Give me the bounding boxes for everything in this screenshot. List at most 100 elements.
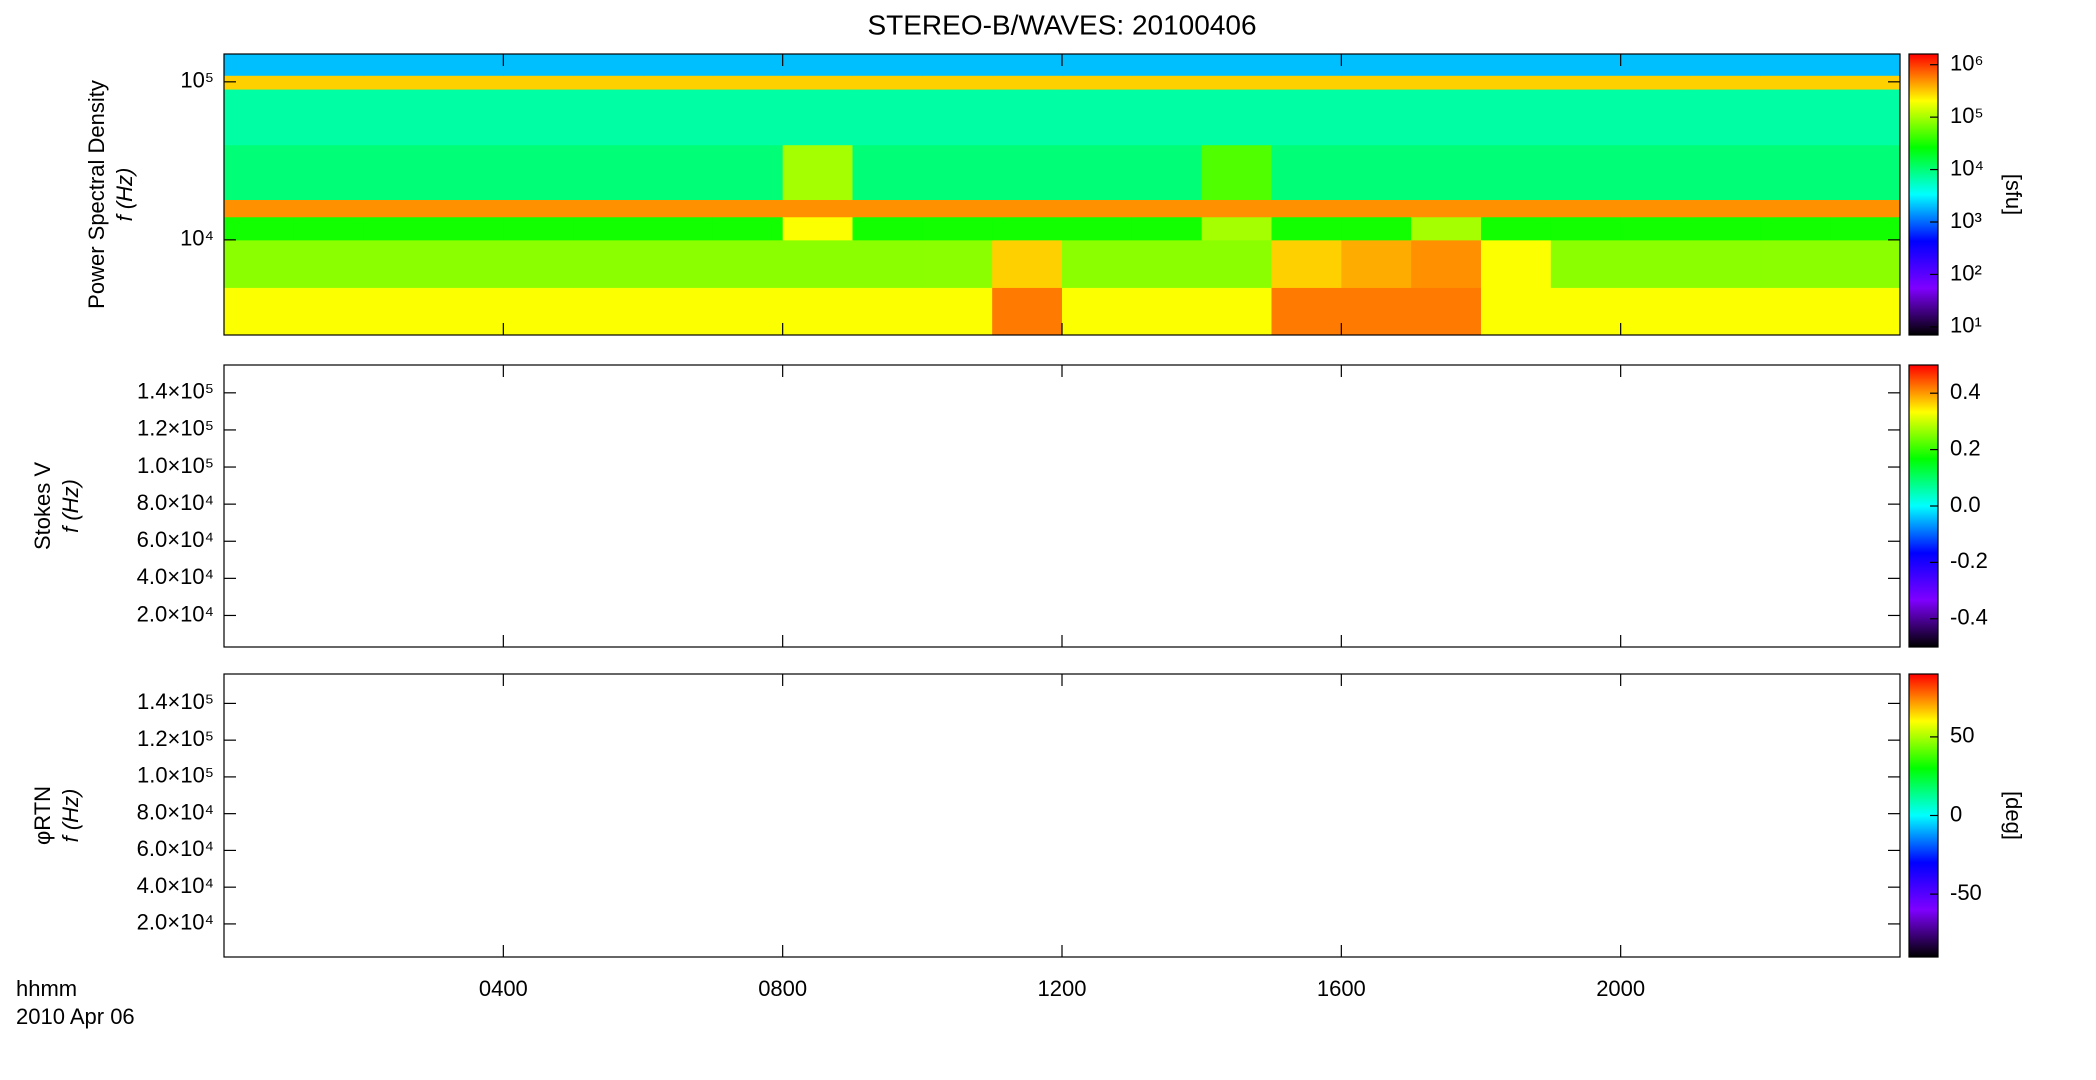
y-axis-label: Power Spectral Density	[84, 80, 109, 309]
heatmap-cell	[1201, 199, 1272, 218]
heatmap-cell	[852, 144, 923, 201]
heatmap-cell	[1341, 216, 1412, 241]
colorbar-label: [deg]	[2001, 791, 2026, 840]
heatmap-cell	[293, 144, 365, 201]
heatmap-cell	[573, 144, 644, 201]
y-tick-label: 2.0×10⁴	[137, 601, 214, 626]
colorbar-tick-label: 0.0	[1950, 492, 1981, 517]
heatmap-cell	[1271, 199, 1342, 218]
heatmap-cell	[503, 144, 574, 201]
heatmap-cell	[433, 199, 504, 218]
heatmap-cell	[1271, 75, 1342, 90]
heatmap-cell	[363, 89, 434, 146]
heatmap-cell	[503, 54, 574, 76]
heatmap-cell	[573, 239, 644, 288]
y-tick-label: 1.0×10⁵	[137, 453, 214, 478]
heatmap-cell	[1062, 144, 1133, 201]
heatmap-cell	[1830, 75, 1901, 90]
y-tick-label: 8.0×10⁴	[137, 490, 214, 515]
heatmap-cell	[1271, 287, 1342, 336]
heatmap-cell	[712, 89, 784, 146]
colorbar-tick-label: 0.4	[1950, 379, 1981, 404]
y-tick-label: 2.0×10⁴	[137, 910, 214, 935]
heatmap-cell	[363, 216, 434, 241]
heatmap-cell	[1201, 216, 1272, 241]
heatmap-cell	[712, 287, 784, 336]
heatmap-cell	[1341, 199, 1412, 218]
heatmap-cell	[992, 75, 1063, 90]
heatmap-cell	[1062, 199, 1133, 218]
heatmap-cell	[1550, 75, 1622, 90]
heatmap-cell	[224, 287, 295, 336]
y-tick-label: 1.4×10⁵	[137, 379, 214, 404]
heatmap-cell	[503, 287, 574, 336]
heatmap-cell	[1620, 75, 1691, 90]
heatmap-cell	[503, 239, 574, 288]
heatmap-cell	[1341, 287, 1412, 336]
heatmap-cell	[1131, 75, 1203, 90]
y-axis-label: f (Hz)	[58, 479, 83, 533]
heatmap-cell	[293, 75, 365, 90]
heatmap-cell	[712, 216, 784, 241]
heatmap-cell	[363, 199, 434, 218]
heatmap-cell	[1690, 239, 1761, 288]
heatmap-cell	[1481, 144, 1552, 201]
heatmap-cell	[1131, 239, 1203, 288]
heatmap-cell	[643, 287, 714, 336]
heatmap-cell	[1760, 144, 1831, 201]
heatmap-cell	[712, 144, 784, 201]
heatmap-cell	[1550, 216, 1622, 241]
heatmap-cell	[433, 239, 504, 288]
colorbar-tick-label: 10¹	[1950, 313, 1982, 338]
heatmap-cell	[852, 239, 923, 288]
heatmap-cell	[1411, 89, 1482, 146]
heatmap-cell	[712, 239, 784, 288]
heatmap-cell	[1131, 287, 1203, 336]
y-tick-label: 1.0×10⁵	[137, 763, 214, 788]
heatmap-cell	[1411, 144, 1482, 201]
heatmap-cell	[852, 89, 923, 146]
y-tick-label: 1.2×10⁵	[137, 416, 214, 441]
y-axis-label: f (Hz)	[112, 168, 137, 222]
x-tick-label: 1600	[1317, 976, 1366, 1001]
heatmap-cell	[643, 144, 714, 201]
heatmap-cell	[573, 287, 644, 336]
heatmap-cell	[1201, 75, 1272, 90]
heatmap-cell	[712, 75, 784, 90]
heatmap-cell	[293, 89, 365, 146]
heatmap-cell	[1690, 54, 1761, 76]
heatmap-cell	[643, 89, 714, 146]
heatmap-cell	[1760, 54, 1831, 76]
chart-title: STEREO-B/WAVES: 20100406	[867, 9, 1256, 40]
x-axis-label: hhmm	[16, 976, 77, 1001]
heatmap-cell	[852, 54, 923, 76]
y-tick-label: 4.0×10⁴	[137, 564, 214, 589]
heatmap-cell	[573, 54, 644, 76]
heatmap-cell	[712, 199, 784, 218]
heatmap-cell	[503, 199, 574, 218]
heatmap-cell	[1411, 54, 1482, 76]
heatmap-cell	[503, 75, 574, 90]
heatmap-cell	[1760, 199, 1831, 218]
heatmap-cell	[782, 216, 853, 241]
heatmap-cell	[1620, 89, 1691, 146]
heatmap-cell	[1830, 144, 1901, 201]
heatmap-cell	[643, 54, 714, 76]
heatmap-cell	[1690, 144, 1761, 201]
heatmap-cell	[224, 54, 295, 76]
heatmap-cell	[1550, 287, 1622, 336]
heatmap-cell	[992, 199, 1063, 218]
heatmap-cell	[1550, 239, 1622, 288]
heatmap-cell	[1760, 239, 1831, 288]
heatmap-cell	[1271, 239, 1342, 288]
heatmap-cell	[1550, 54, 1622, 76]
heatmap-cell	[363, 144, 434, 201]
heatmap-cell	[992, 144, 1063, 201]
heatmap-cell	[1620, 287, 1691, 336]
colorbar-tick-label: 10²	[1950, 260, 1982, 285]
heatmap-cell	[1690, 199, 1761, 218]
heatmap-cell	[1341, 54, 1412, 76]
heatmap-cell	[224, 144, 295, 201]
heatmap-cell	[1830, 287, 1901, 336]
heatmap-cell	[1062, 216, 1133, 241]
